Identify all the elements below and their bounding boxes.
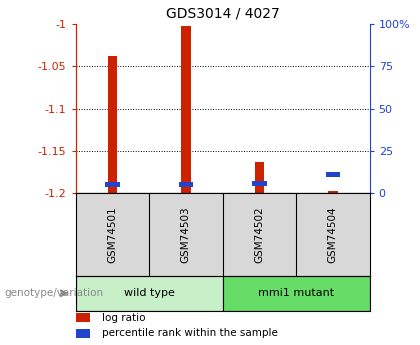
Bar (108, 56, 117, 193)
Text: percentile rank within the sample: percentile rank within the sample (102, 328, 278, 338)
Bar (252, 180, 267, 186)
Bar (76, 328, 90, 338)
Text: GSM74501: GSM74501 (108, 206, 117, 263)
Text: log ratio: log ratio (102, 313, 146, 323)
Bar (76, 276, 223, 310)
Text: GSM74502: GSM74502 (255, 206, 264, 263)
Bar (326, 172, 340, 177)
Bar (223, 276, 370, 310)
Text: mmi1 mutant: mmi1 mutant (258, 288, 334, 298)
Text: GSM74504: GSM74504 (328, 206, 338, 263)
Bar (76, 313, 90, 322)
Bar (328, 191, 338, 193)
Text: wild type: wild type (123, 288, 175, 298)
Bar (105, 182, 120, 187)
Text: GSM74503: GSM74503 (181, 206, 191, 263)
Bar (255, 162, 264, 193)
Bar (181, 26, 191, 193)
Text: genotype/variation: genotype/variation (4, 288, 103, 298)
Title: GDS3014 / 4027: GDS3014 / 4027 (166, 6, 279, 20)
Bar (178, 182, 193, 187)
